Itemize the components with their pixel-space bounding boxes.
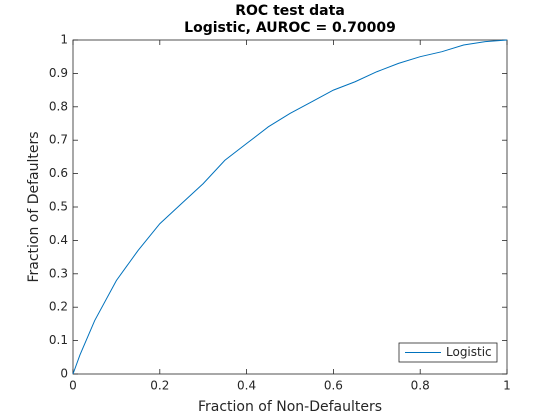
y-tick-label: 0.8 [49, 99, 68, 113]
y-tick-label: 0.1 [49, 333, 68, 347]
legend-box [398, 342, 498, 363]
y-tick-label: 0.4 [49, 233, 68, 247]
y-tick-label: 0 [60, 367, 68, 381]
y-tick-label: 0.5 [49, 200, 68, 214]
x-tick-label: 0.2 [150, 379, 169, 393]
x-tick-label: 0.8 [411, 379, 430, 393]
series-line [72, 39, 508, 375]
y-tick-label: 0.7 [49, 133, 68, 147]
chart-title: ROC test data [235, 3, 345, 19]
chart-subtitle: Logistic, AUROC = 0.70009 [184, 20, 396, 36]
x-tick-label: 0.4 [237, 379, 256, 393]
x-axis-label: Fraction of Non-Defaulters [198, 399, 382, 415]
legend-label: Logistic [446, 345, 492, 359]
x-tick-label: 1 [503, 379, 511, 393]
y-tick-label: 0.6 [49, 166, 68, 180]
x-tick-label: 0 [69, 379, 77, 393]
y-axis-label: Fraction of Defaulters [26, 131, 42, 282]
y-tick-label: 0.3 [49, 266, 68, 280]
y-tick-label: 0.9 [49, 66, 68, 80]
axes-box [72, 39, 508, 375]
y-tick-label: 1 [60, 33, 68, 47]
x-tick-label: 0.6 [324, 379, 343, 393]
y-tick-label: 0.2 [49, 300, 68, 314]
